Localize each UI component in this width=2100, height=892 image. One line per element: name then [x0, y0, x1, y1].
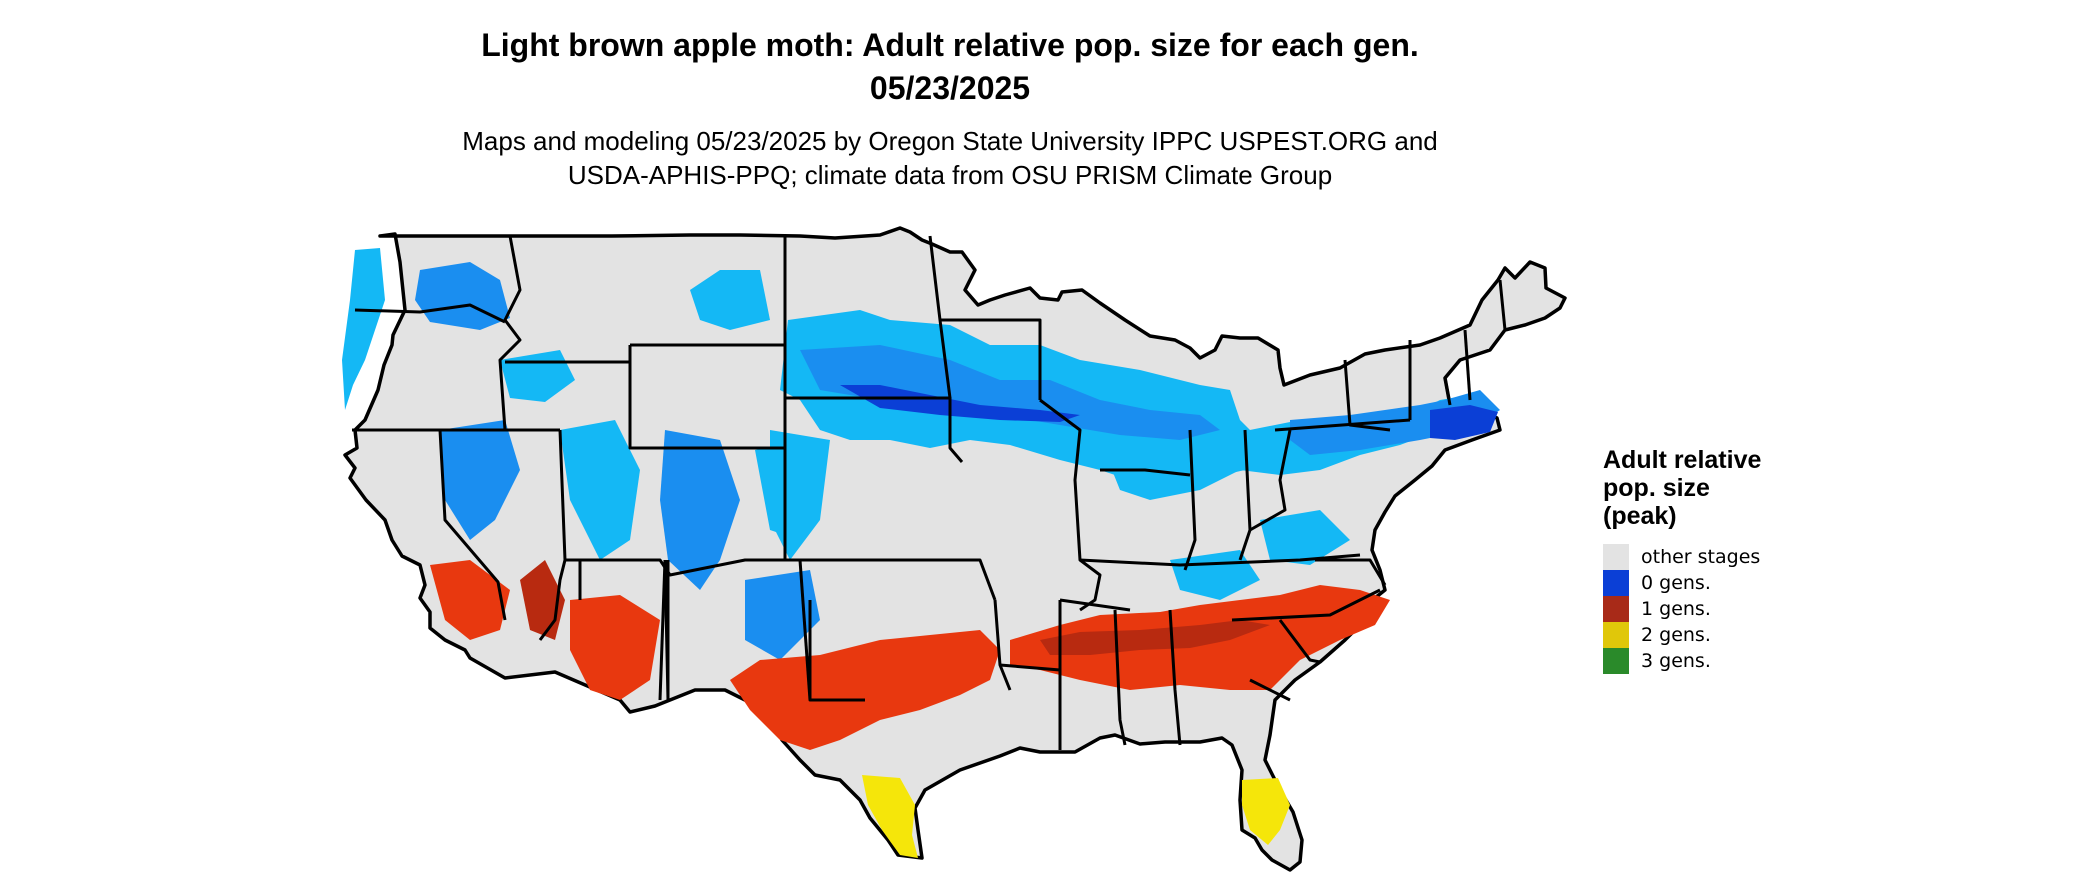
legend-swatch — [1603, 570, 1629, 596]
legend-swatch — [1603, 596, 1629, 622]
subtitle-line-1: Maps and modeling 05/23/2025 by Oregon S… — [462, 126, 1438, 156]
map-title: Light brown apple moth: Adult relative p… — [0, 24, 1900, 110]
legend-label: 1 gens. — [1641, 598, 1711, 620]
legend-items: other stages 0 gens. 1 gens. 2 gens. 3 g… — [1603, 544, 1843, 674]
legend-label: 3 gens. — [1641, 650, 1711, 672]
legend-item-0-gens: 0 gens. — [1603, 570, 1843, 596]
map-subtitle: Maps and modeling 05/23/2025 by Oregon S… — [0, 124, 1900, 192]
map-legend: Adult relative pop. size (peak) other st… — [1603, 446, 1843, 674]
legend-swatch — [1603, 622, 1629, 648]
legend-item-2-gens: 2 gens. — [1603, 622, 1843, 648]
legend-title-line-2: pop. size — [1603, 474, 1710, 502]
title-line-2: 05/23/2025 — [869, 70, 1031, 106]
legend-label: 2 gens. — [1641, 624, 1711, 646]
legend-swatch — [1603, 648, 1629, 674]
legend-swatch — [1603, 544, 1629, 570]
legend-label: other stages — [1641, 546, 1761, 568]
us-land — [343, 226, 1567, 872]
subtitle-line-2: USDA-APHIS-PPQ; climate data from OSU PR… — [567, 160, 1333, 190]
legend-item-other-stages: other stages — [1603, 544, 1843, 570]
two-gens-regions — [862, 775, 1290, 858]
zero-gens-regions — [342, 248, 1500, 660]
state-borders — [352, 235, 1507, 750]
us-map — [342, 226, 1567, 872]
legend-title-line-1: Adult relative — [1603, 446, 1762, 474]
legend-item-1-gens: 1 gens. — [1603, 596, 1843, 622]
legend-title-line-3: (peak) — [1603, 502, 1677, 530]
legend-item-3-gens: 3 gens. — [1603, 648, 1843, 674]
legend-title: Adult relative pop. size (peak) — [1603, 446, 1843, 530]
title-line-1: Light brown apple moth: Adult relative p… — [481, 27, 1419, 63]
legend-label: 0 gens. — [1641, 572, 1711, 594]
